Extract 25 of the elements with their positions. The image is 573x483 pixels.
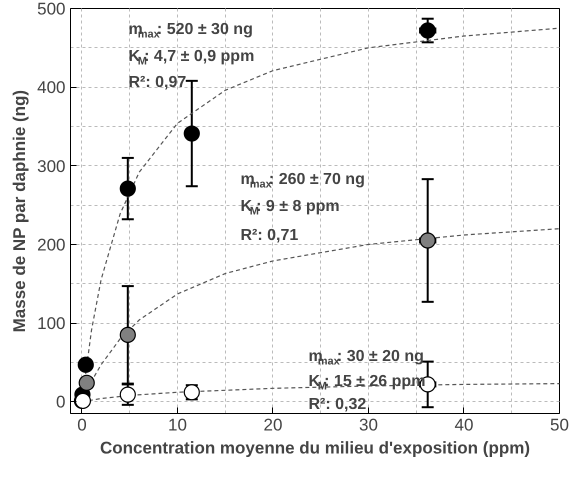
y-axis-title: Masse de NP par daphnie (ng)	[10, 90, 30, 332]
y-tick-label: 400	[37, 78, 66, 98]
point	[120, 386, 136, 403]
annotation: R²: 0,71	[240, 227, 298, 244]
y-tick-label: 0	[56, 392, 66, 412]
point	[120, 180, 136, 197]
x-tick-label: 0	[77, 416, 87, 434]
point	[184, 125, 200, 142]
x-tick-label: 50	[550, 416, 569, 434]
x-tick-label: 10	[168, 416, 187, 434]
point	[120, 326, 136, 343]
point	[420, 232, 436, 249]
x-tick-label: 40	[454, 416, 474, 434]
x-tick-label: 20	[264, 416, 282, 434]
x-axis-title: Concentration moyenne du milieu d'exposition (ppm)	[100, 438, 530, 458]
point	[420, 22, 436, 39]
point	[78, 356, 94, 373]
point	[78, 374, 95, 391]
annotation: R²: 0,97	[128, 74, 186, 91]
x-tick-label: 30	[359, 416, 378, 434]
annotation: R²: 0,32	[308, 396, 366, 413]
y-tick-label: 300	[37, 156, 66, 176]
y-tick-label: 200	[37, 235, 66, 254]
y-tick-label: 100	[37, 314, 66, 334]
y-tick-label: 500	[37, 0, 66, 18]
